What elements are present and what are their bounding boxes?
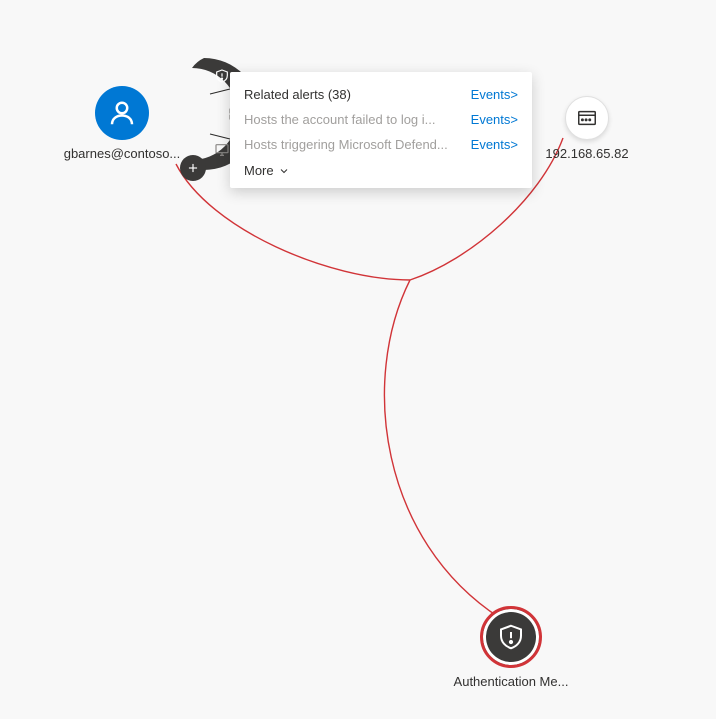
node-ip[interactable]: 192.168.65.82 (537, 96, 637, 161)
node-ip-label: 192.168.65.82 (537, 146, 637, 161)
shield-alert-icon (496, 622, 526, 652)
related-popup: Related alerts (38) Events> Hosts the ac… (230, 72, 532, 188)
alert-circle (480, 606, 542, 668)
chevron-down-icon (278, 165, 290, 177)
monitor-icon[interactable] (214, 142, 230, 158)
browser-window-icon (576, 107, 598, 129)
shield-alert-icon[interactable] (214, 68, 230, 84)
events-link[interactable]: Events> (471, 112, 518, 127)
popup-row[interactable]: Hosts the account failed to log i... Eve… (230, 107, 532, 132)
events-link[interactable]: Events> (471, 137, 518, 152)
node-alert[interactable]: Authentication Me... (441, 606, 581, 689)
ip-circle (565, 96, 609, 140)
add-button[interactable] (180, 155, 206, 181)
node-user[interactable]: gbarnes@contoso... (62, 86, 182, 161)
popup-row-label: Related alerts (38) (244, 87, 351, 102)
events-link[interactable]: Events> (471, 87, 518, 102)
node-user-label: gbarnes@contoso... (62, 146, 182, 161)
popup-row-label: Hosts triggering Microsoft Defend... (244, 137, 448, 152)
plus-icon (186, 161, 200, 175)
popup-row[interactable]: Hosts triggering Microsoft Defend... Eve… (230, 132, 532, 157)
more-label: More (244, 163, 274, 178)
more-button[interactable]: More (230, 157, 532, 182)
user-avatar-circle (95, 86, 149, 140)
popup-row[interactable]: Related alerts (38) Events> (230, 82, 532, 107)
edge-junction-alert (384, 280, 500, 618)
popup-row-label: Hosts the account failed to log i... (244, 112, 436, 127)
person-icon (107, 98, 137, 128)
node-alert-label: Authentication Me... (441, 674, 581, 689)
